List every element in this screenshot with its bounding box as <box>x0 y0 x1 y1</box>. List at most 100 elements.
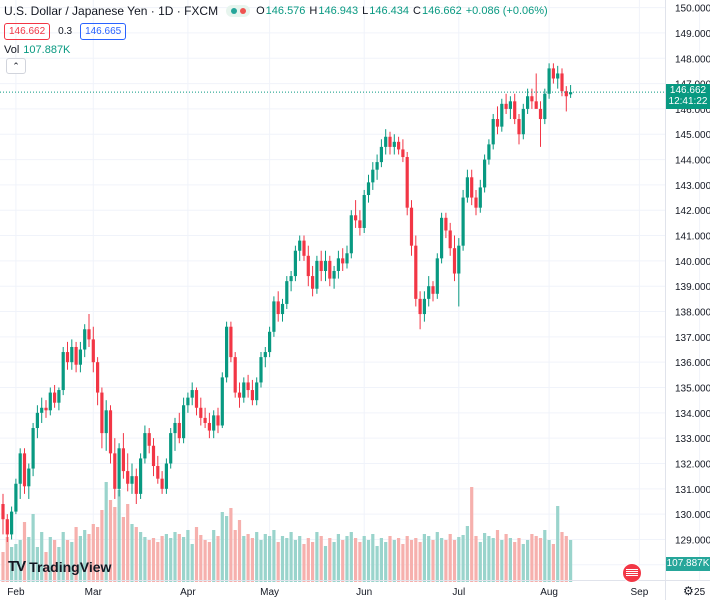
volume-bar <box>293 540 297 582</box>
candle-body <box>199 407 203 418</box>
gear-icon[interactable]: ⚙ <box>683 584 694 598</box>
volume-bar <box>366 540 371 582</box>
candle-body <box>108 410 113 454</box>
candle-body <box>259 357 263 383</box>
candle-body <box>1 504 5 520</box>
us-flag-icon[interactable] <box>622 563 642 583</box>
volume-bar <box>1 552 5 582</box>
candle-body <box>371 169 375 183</box>
candle-body <box>526 96 530 109</box>
volume-bar <box>358 542 362 582</box>
candle-body <box>457 245 461 274</box>
volume-bar <box>560 532 564 582</box>
volume-bar <box>169 538 173 582</box>
candle-body <box>362 195 366 228</box>
volume-bar <box>427 536 431 582</box>
volume-bar <box>134 527 138 582</box>
candle-body <box>513 101 517 120</box>
collapse-legend-button[interactable]: ⌃ <box>6 58 26 74</box>
candle-body <box>384 136 388 147</box>
candle-body <box>440 217 444 259</box>
candle-body <box>126 471 130 484</box>
y-tick-label: 140.000 <box>675 257 710 268</box>
change-value: +0.086 (+0.06%) <box>465 5 548 17</box>
y-tick-label: 137.000 <box>675 333 710 344</box>
low-value: 146.434 <box>369 5 410 17</box>
candle-body <box>96 362 100 393</box>
candle-body <box>246 382 250 391</box>
volume-bar <box>461 535 465 582</box>
volume-bar <box>280 536 285 582</box>
candle-body <box>543 93 547 120</box>
volume-bar <box>354 538 358 582</box>
volume-bar <box>194 527 199 582</box>
y-tick-label: 146.000 <box>675 105 710 116</box>
volume-bar <box>74 527 78 582</box>
candle-body <box>495 119 500 127</box>
volume-bar <box>405 536 409 582</box>
candle-body <box>470 177 474 198</box>
volume-bar <box>233 530 237 582</box>
volume-bar <box>298 536 302 582</box>
candle-body <box>452 248 457 274</box>
sell-price-button[interactable]: 146.662 <box>4 23 51 40</box>
volume-bar <box>53 540 57 582</box>
volume-bar <box>556 506 560 582</box>
y-tick-label: 145.000 <box>675 130 710 141</box>
volume-bar <box>491 538 495 582</box>
x-tick-label: Apr <box>180 587 196 598</box>
candle-body <box>250 390 254 401</box>
candle-body <box>48 392 52 411</box>
candle-body <box>388 136 392 147</box>
volume-bar <box>379 538 383 582</box>
candle-body <box>31 428 35 469</box>
volume-bar <box>487 536 491 582</box>
candle-body <box>504 103 508 109</box>
candle-body <box>323 260 328 272</box>
candle-body <box>104 410 108 434</box>
volume-bar <box>212 530 216 582</box>
volume-bar <box>5 537 9 582</box>
volume-bar <box>508 538 512 582</box>
candle-body <box>203 417 207 423</box>
volume-bar <box>177 534 181 582</box>
volume-bar <box>225 516 229 582</box>
candle-body <box>194 390 199 408</box>
tradingview-logo[interactable]: TV TradingView <box>8 558 111 575</box>
candle-body <box>483 159 487 188</box>
volume-bar <box>139 532 143 582</box>
volume-bar <box>349 532 353 582</box>
volume-bar <box>323 546 328 582</box>
volume-bar <box>500 540 504 582</box>
symbol-title[interactable]: U.S. Dollar / Japanese Yen · 1D · FXCM <box>4 4 219 18</box>
candle-body <box>397 141 401 150</box>
volume-bar <box>220 512 224 582</box>
volume-bar <box>388 536 392 582</box>
buy-price-button[interactable]: 146.665 <box>80 23 127 40</box>
volume-bar <box>70 542 74 582</box>
candle-body <box>143 433 147 459</box>
low-key: L <box>362 5 369 17</box>
candle-body <box>560 73 564 92</box>
volume-bar <box>551 544 555 582</box>
candle-body <box>448 230 452 249</box>
volume-bar <box>91 524 95 582</box>
high-value: 146.943 <box>318 5 359 17</box>
volume-badge-value: 107.887K <box>666 558 710 569</box>
visibility-toggle-icon[interactable] <box>226 5 251 17</box>
candle-body <box>151 445 156 467</box>
volume-bar <box>246 534 250 582</box>
volume-bar <box>409 540 414 582</box>
volume-bar <box>465 526 469 582</box>
volume-bar <box>513 542 517 582</box>
candle-body <box>121 448 125 472</box>
volume-bar <box>285 538 289 582</box>
volume-bar <box>315 532 319 582</box>
candle-body <box>74 346 78 365</box>
volume-bar <box>100 510 104 582</box>
candle-body <box>237 392 242 398</box>
volume-bar <box>61 532 65 582</box>
volume-bar <box>57 547 61 582</box>
price-candles <box>0 63 665 543</box>
